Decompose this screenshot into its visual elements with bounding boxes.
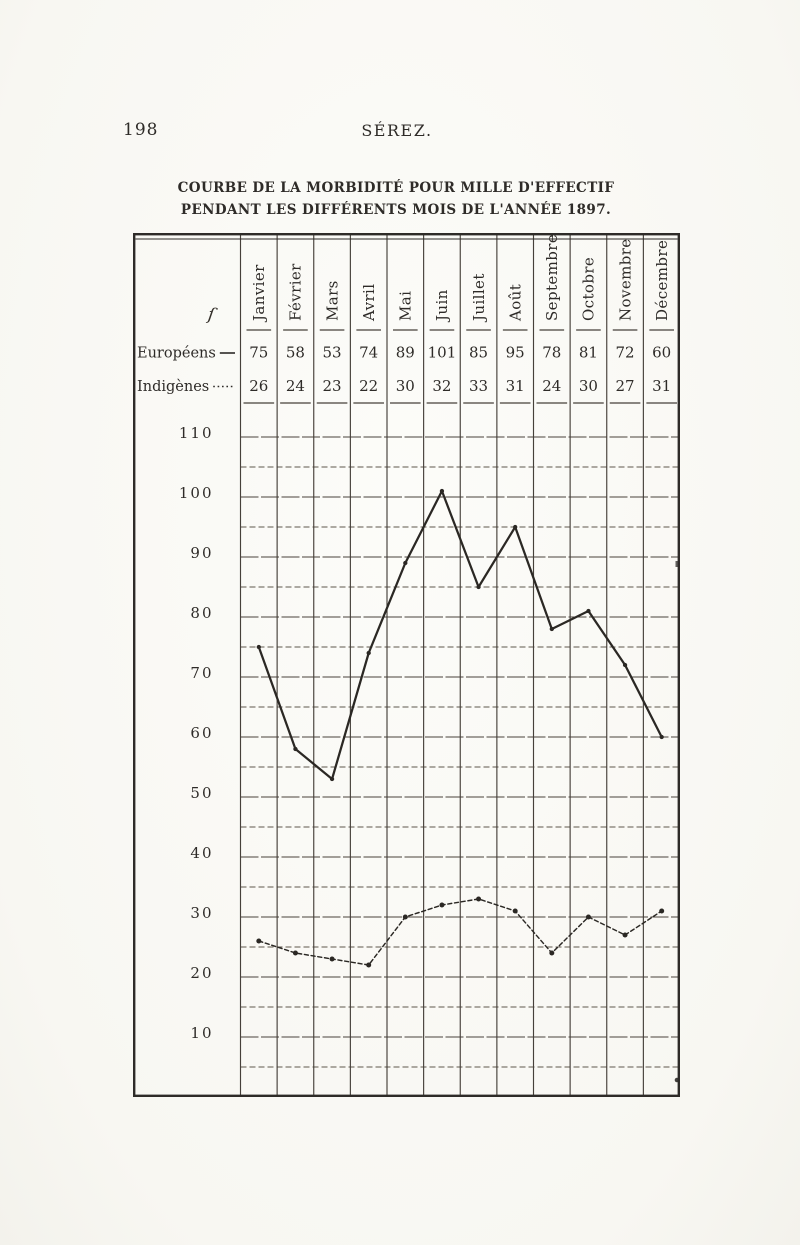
- y-tick-label: 10: [190, 1024, 213, 1042]
- indigenes-data-point: [439, 902, 445, 908]
- europeens-data-point: [403, 560, 408, 566]
- month-label: Mai: [397, 291, 415, 321]
- indigenes-data-point: [256, 938, 262, 944]
- running-head: SÉREZ.: [361, 121, 433, 140]
- month-label: Janvier: [250, 264, 268, 323]
- europeens-data-point: [659, 734, 664, 740]
- row-separator-segments: [243, 329, 677, 404]
- europeens-value-row: 75 58 53 74 89 101 85 95 78 81 72 60: [249, 344, 671, 362]
- indigenes-value-cell: 33: [469, 377, 488, 395]
- y-tick-label: 100: [179, 484, 214, 502]
- indigenes-data-point: [585, 914, 591, 920]
- month-label: Décembre: [653, 240, 671, 321]
- y-tick-label: 70: [190, 664, 213, 682]
- indigenes-curve: [258, 898, 663, 966]
- morbidity-chart-svg: Janvier Février Mars Avril Mai Juin Juillet Aoû…: [133, 233, 680, 1097]
- month-label: Février: [287, 263, 305, 321]
- indigenes-row-label: Indigènes: [137, 379, 209, 395]
- europeens-value-cell: 89: [396, 344, 415, 362]
- y-axis-labels: 110 100 90 80 70 60 50 40 30 20 10: [179, 424, 214, 1042]
- chart-title-line2: PENDANT LES DIFFÉRENTS MOIS DE L'ANNÉE 1…: [180, 202, 612, 218]
- y-tick-label: 80: [190, 604, 213, 622]
- page-number: 198: [123, 120, 159, 140]
- column-lines: [239, 235, 644, 1095]
- europeens-data-point: [549, 626, 554, 632]
- indigenes-value-cell: 22: [359, 377, 378, 395]
- indigenes-value-cell: 24: [542, 377, 561, 395]
- europeens-value-cell: 85: [469, 344, 488, 362]
- grid-lines: [240, 436, 679, 1068]
- indigenes-value-cell: 26: [249, 377, 268, 395]
- europeens-value-cell: 60: [652, 344, 671, 362]
- europeens-data-points: [256, 488, 664, 782]
- europeens-value-cell: 58: [286, 344, 305, 362]
- indigenes-data-point: [366, 962, 372, 968]
- month-labels: Janvier Février Mars Avril Mai Juin Juillet Aoû…: [250, 234, 671, 323]
- month-label: Juillet: [470, 273, 488, 323]
- indigenes-data-point: [402, 914, 408, 920]
- month-label: Août: [506, 284, 524, 322]
- europeens-data-point: [513, 524, 518, 530]
- indigenes-value-cell: 32: [432, 377, 451, 395]
- europeens-value-cell: 53: [323, 344, 342, 362]
- y-tick-label: 30: [190, 904, 213, 922]
- indigenes-value-cell: 31: [652, 377, 671, 395]
- chart-title: COURBE DE LA MORBIDITÉ POUR MILLE D'EFFE…: [0, 177, 792, 221]
- indigenes-value-cell: 31: [506, 377, 525, 395]
- scan-speck: [674, 1077, 680, 1083]
- indigenes-data-point: [622, 932, 628, 938]
- table-outer-border: [133, 233, 680, 1097]
- indigenes-data-point: [659, 908, 665, 914]
- indigenes-value-cell: 30: [396, 377, 415, 395]
- y-tick-label: 20: [190, 964, 213, 982]
- europeens-data-point: [366, 650, 371, 656]
- chart-title-line1: COURBE DE LA MORBIDITÉ POUR MILLE D'EFFE…: [177, 180, 615, 196]
- indigenes-value-cell: 24: [286, 377, 305, 395]
- europeens-data-point: [586, 608, 591, 614]
- y-tick-label: 110: [179, 424, 214, 442]
- europeens-row-label: Européens: [137, 346, 216, 362]
- y-tick-label: 50: [190, 784, 213, 802]
- month-label: Juin: [433, 289, 451, 323]
- scan-speck: [675, 561, 680, 567]
- europeens-value-cell: 78: [542, 344, 561, 362]
- y-tick-label: 90: [190, 544, 213, 562]
- europeens-data-point: [439, 488, 445, 494]
- europeens-value-cell: 72: [616, 344, 635, 362]
- indigenes-data-point: [329, 956, 335, 962]
- indigenes-data-point: [476, 896, 482, 902]
- indigenes-data-points: [256, 896, 665, 968]
- month-label: Avril: [360, 284, 378, 322]
- europeens-value-cell: 95: [506, 344, 525, 362]
- europeens-value-cell: 75: [249, 344, 268, 362]
- europeens-value-cell: 101: [428, 344, 457, 362]
- month-label: Septembre: [543, 234, 561, 321]
- europeens-data-point: [329, 776, 335, 782]
- indigenes-value-cell: 27: [616, 377, 635, 395]
- europeens-curve: [257, 489, 663, 781]
- indigenes-value-cell: 30: [579, 377, 598, 395]
- indigenes-data-point: [292, 950, 298, 956]
- month-label: Octobre: [580, 257, 598, 321]
- y-tick-label: 40: [190, 844, 213, 862]
- indigenes-value-cell: 23: [323, 377, 342, 395]
- europeens-data-point: [256, 644, 261, 650]
- y-tick-label: 60: [190, 724, 213, 742]
- indigenes-value-row: 26 24 23 22 30 32 33 31 24 30 27 31: [249, 377, 671, 395]
- europeens-data-point: [622, 662, 628, 668]
- europeens-data-point: [293, 746, 298, 752]
- europeens-value-cell: 74: [359, 344, 378, 362]
- indigenes-data-point: [549, 950, 555, 956]
- europeens-value-cell: 81: [579, 344, 598, 362]
- month-label: Novembre: [616, 238, 634, 321]
- month-label: Mars: [323, 280, 341, 321]
- europeens-data-point: [476, 584, 481, 590]
- morbidity-chart: Janvier Février Mars Avril Mai Juin Juillet Aoû…: [133, 233, 680, 1097]
- indigenes-data-point: [512, 908, 518, 914]
